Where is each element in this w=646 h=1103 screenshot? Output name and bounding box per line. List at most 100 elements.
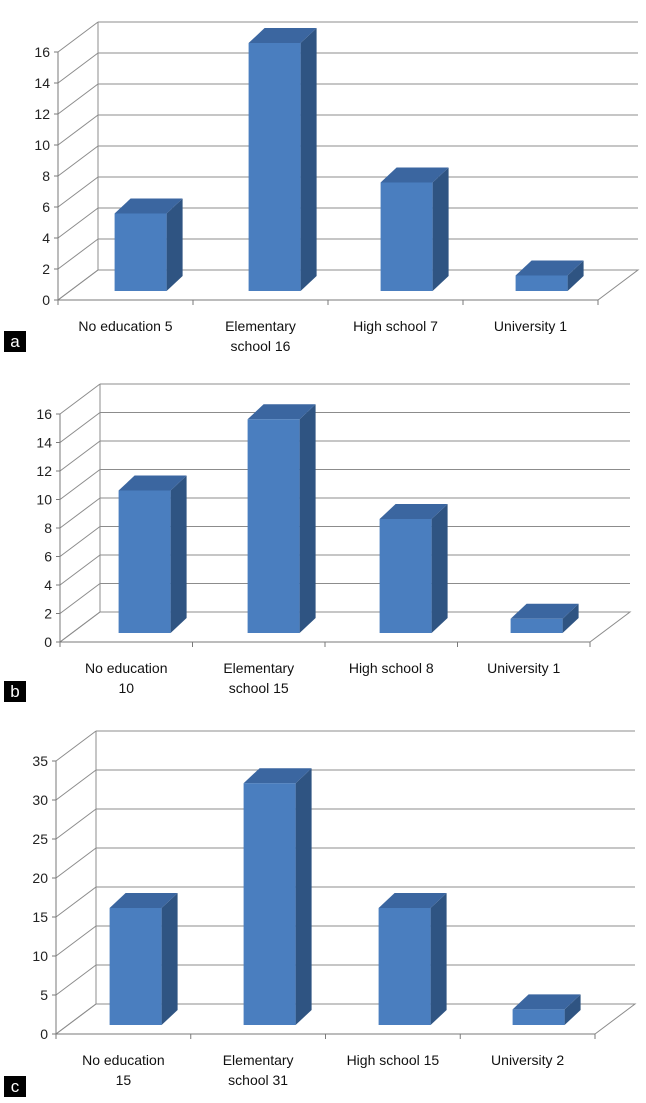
- y-tick-label: 16: [36, 406, 52, 422]
- y-tick-label: 14: [36, 435, 52, 451]
- bar-top: [380, 167, 449, 183]
- y-tick-label: 0: [40, 1026, 48, 1042]
- gridlines: [58, 383, 632, 643]
- grid-connector: [57, 145, 99, 177]
- bar-top: [515, 260, 584, 276]
- bar-front: [510, 618, 563, 633]
- bar: [243, 768, 312, 1025]
- category-label: University 2: [491, 1052, 564, 1068]
- bar: [114, 198, 183, 291]
- bar: [118, 475, 187, 633]
- bar-side: [567, 260, 584, 291]
- bar-side: [300, 28, 317, 291]
- y-tick-label: 14: [34, 75, 50, 91]
- y-tick-label: 35: [32, 753, 48, 769]
- y-tick-label: 12: [34, 106, 50, 122]
- category-label: Elementary school 31: [223, 1052, 294, 1088]
- bar: [510, 603, 579, 633]
- grid-connector: [57, 21, 99, 53]
- y-tick-label: 8: [42, 168, 50, 184]
- bar-top: [378, 893, 447, 908]
- gridlines: [56, 21, 640, 301]
- y-tick-label: 6: [42, 199, 50, 215]
- bar-front: [512, 1009, 565, 1025]
- grid-connector: [55, 925, 97, 957]
- bar-front: [118, 490, 171, 633]
- bar: [379, 504, 448, 633]
- bar-front: [380, 182, 433, 291]
- panel-label-a: a: [4, 331, 26, 352]
- y-tick-label: 10: [34, 137, 50, 153]
- bar: [378, 893, 447, 1025]
- grid-connector: [57, 176, 99, 208]
- grid-connector: [57, 207, 99, 239]
- grid-connector: [55, 730, 97, 762]
- y-tick-label: 10: [36, 492, 52, 508]
- y-tick-label: 4: [42, 230, 50, 246]
- grid-connector: [55, 847, 97, 879]
- y-tick-label: 0: [42, 292, 50, 308]
- grid-connector: [55, 886, 97, 918]
- bar-top: [114, 198, 183, 214]
- grid-connector: [57, 238, 99, 270]
- y-tick-label: 25: [32, 831, 48, 847]
- grid-connector: [55, 769, 97, 801]
- bar-front: [379, 519, 432, 633]
- grid-connector: [55, 964, 97, 996]
- bar-top: [512, 994, 581, 1010]
- y-tick-label: 20: [32, 870, 48, 886]
- y-tick-label: 8: [44, 520, 52, 536]
- bar-top: [243, 768, 312, 784]
- bar-front: [248, 43, 301, 291]
- chart-panel-b: 0 2 4 6 8 10 12 14 16 No education 10 Elementary sch…: [0, 358, 646, 710]
- bar-top: [379, 504, 448, 519]
- category-label: University 1: [494, 318, 567, 334]
- y-tick-label: 0: [44, 634, 52, 650]
- y-tick-label: 4: [44, 577, 52, 593]
- bar-side: [161, 893, 178, 1025]
- grid-connector: [57, 114, 99, 146]
- bar: [247, 404, 316, 633]
- bar-top: [247, 404, 316, 420]
- category-label: Elementary school 16: [225, 318, 296, 354]
- bar-top: [510, 603, 579, 619]
- bar-side: [431, 504, 448, 633]
- category-label: High school 7: [353, 318, 438, 334]
- category-label: University 1: [487, 660, 560, 676]
- chart-panel-a: 0 2 4 6 8 10 12 14 16 No education 5 Elementary sch…: [0, 0, 646, 358]
- bar: [515, 260, 584, 291]
- panel-label-b: b: [4, 681, 26, 702]
- bar-side: [564, 994, 581, 1025]
- panel-label-c: c: [4, 1076, 26, 1097]
- bar-front: [114, 213, 167, 291]
- y-tick-label: 6: [44, 549, 52, 565]
- bar-front: [378, 908, 431, 1025]
- bar-top: [109, 893, 178, 908]
- bar-top: [248, 28, 317, 43]
- bar: [109, 893, 178, 1025]
- bar-side: [166, 198, 183, 291]
- y-tick-label: 30: [32, 792, 48, 808]
- y-tick-label: 15: [32, 909, 48, 925]
- category-label: No education 5: [78, 318, 172, 334]
- grid-connector: [59, 583, 101, 614]
- category-label: High school 8: [349, 660, 434, 676]
- chart-c-svg: 0 5 10 15 20 25 30 35 No education 15 Elementary sc…: [32, 730, 637, 1088]
- grid-connector: [59, 469, 101, 500]
- category-label: High school 15: [347, 1052, 440, 1068]
- bar-side: [432, 167, 449, 291]
- y-tick-label: 16: [34, 44, 50, 60]
- bar-side: [562, 603, 579, 633]
- bar-front: [243, 783, 296, 1025]
- bar-front: [247, 419, 300, 633]
- grid-connector: [59, 554, 101, 586]
- bar-front: [109, 908, 162, 1025]
- bar-side: [170, 475, 187, 633]
- grid-connector: [59, 412, 101, 443]
- y-tick-label: 12: [36, 463, 52, 479]
- y-tick-label: 5: [40, 987, 48, 1003]
- category-label: No education 10: [85, 660, 168, 696]
- bar-side: [295, 768, 312, 1025]
- y-tick-label: 10: [32, 948, 48, 964]
